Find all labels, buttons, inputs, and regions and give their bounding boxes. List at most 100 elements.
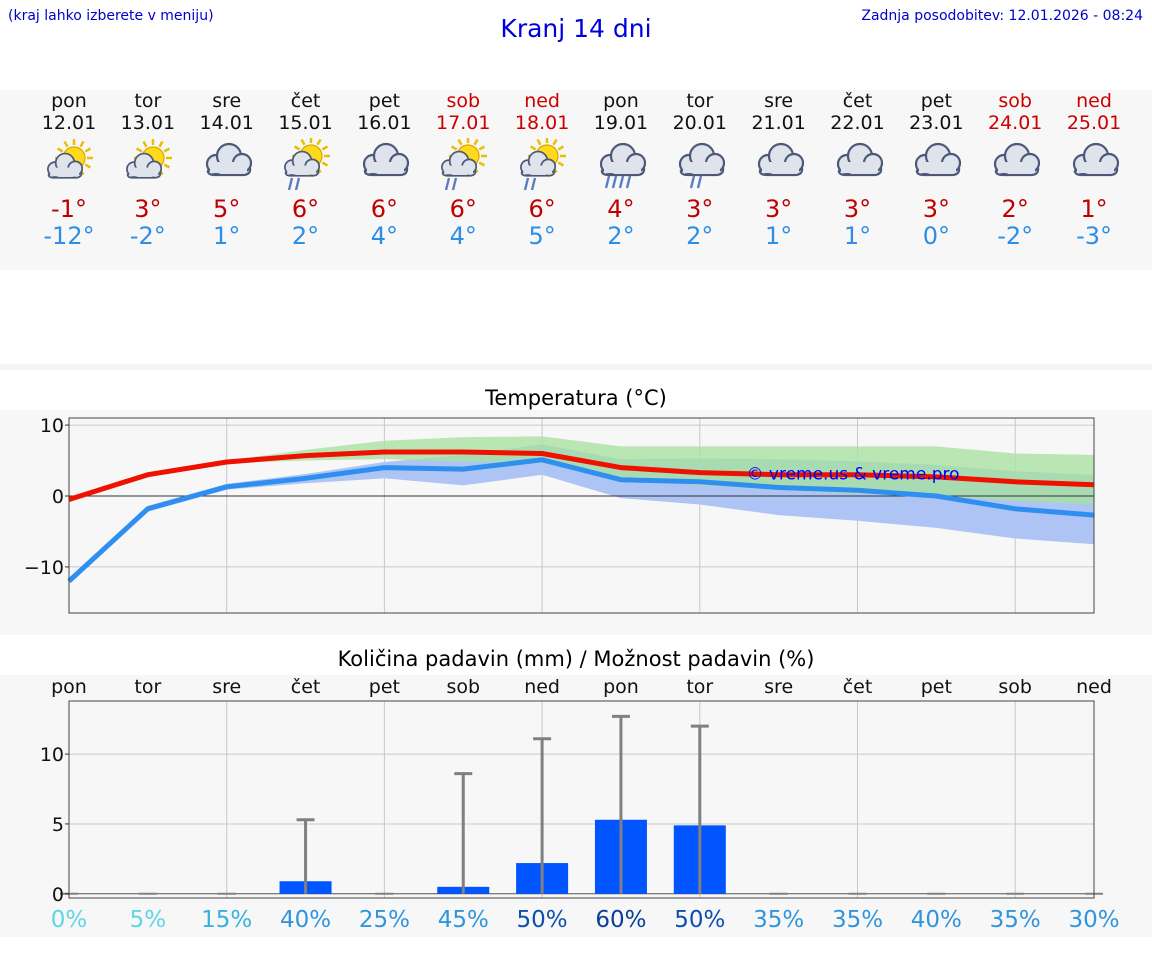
last-update: Zadnja posodobitev: 12.01.2026 - 08:24 (861, 8, 1143, 24)
precip-chance-label: 45% (438, 907, 489, 933)
max-temp: 3° (765, 195, 793, 223)
cloud-icon (1072, 142, 1120, 177)
plot-area (69, 701, 1094, 898)
category-label: pon (603, 676, 639, 698)
cloud-icon (915, 142, 962, 177)
sun-cloud-rain-icon (283, 138, 330, 190)
min-temp: -12° (43, 222, 95, 250)
max-temp: 4° (607, 195, 635, 223)
max-temp: 5° (213, 195, 241, 223)
day-column: sob 17.01 6° 4° (423, 90, 503, 250)
min-temp: 2° (686, 222, 714, 250)
precip-chance-label: 5% (130, 907, 167, 933)
day-date: 14.01 (199, 112, 254, 134)
day-date: 21.01 (751, 112, 806, 134)
location-hint: (kraj lahko izberete v meniju) (8, 8, 214, 24)
day-name: sob (998, 90, 1032, 112)
day-name: čet (290, 90, 321, 112)
category-label: pet (369, 676, 400, 698)
day-column: čet 15.01 6° 2° (266, 90, 346, 250)
max-temp: 6° (449, 195, 477, 223)
precip-chance-label: 40% (911, 907, 962, 933)
day-name: pet (368, 90, 400, 112)
min-temp: 2° (607, 222, 635, 250)
cloud-icon (836, 142, 883, 177)
day-name: sob (446, 90, 481, 112)
day-column: sre 14.01 5° 1° (187, 90, 267, 250)
cloud-heavy-rain-icon (599, 142, 647, 189)
precip-chance-label: 50% (674, 907, 725, 933)
day-name: tor (686, 90, 714, 112)
y-tick-label: −10 (24, 557, 64, 579)
max-temp: 2° (1001, 195, 1029, 223)
sun-cloud-icon (125, 139, 172, 179)
day-column: tor 13.01 3° -2° (108, 90, 188, 250)
min-temp: -2° (997, 222, 1034, 250)
min-temp: 1° (213, 222, 241, 250)
cloud-icon (994, 142, 1041, 177)
day-date: 19.01 (593, 112, 649, 134)
y-tick-label: 10 (40, 744, 64, 766)
day-column: ned 18.01 6° 5° (502, 90, 582, 250)
min-temp: 5° (528, 222, 556, 250)
max-temp: 6° (291, 195, 320, 223)
y-tick-label: 10 (40, 415, 64, 437)
category-label: sob (998, 676, 1032, 698)
max-temp: 3° (843, 195, 872, 223)
category-label: pon (51, 676, 87, 698)
day-date: 22.01 (830, 112, 885, 134)
day-name: čet (842, 90, 873, 112)
max-temp: 6° (370, 195, 399, 223)
day-column: pet 16.01 6° 4° (344, 90, 424, 250)
day-column: pon 19.01 4° 2° (581, 90, 661, 250)
max-temp: 1° (1080, 195, 1108, 223)
day-name: ned (1076, 90, 1112, 112)
sun-cloud-rain-icon (520, 138, 567, 190)
min-temp: 0° (922, 222, 950, 250)
day-name: pet (920, 90, 952, 112)
day-date: 15.01 (278, 112, 333, 134)
day-name: ned (524, 90, 560, 112)
category-label: čet (291, 676, 321, 698)
day-column: čet 22.01 3° 1° (818, 90, 898, 250)
day-date: 23.01 (909, 112, 964, 134)
max-temp: -1° (51, 195, 87, 223)
max-temp: 6° (528, 195, 556, 223)
min-temp: 1° (765, 222, 793, 250)
day-date: 24.01 (987, 112, 1043, 134)
sun-cloud-rain-icon (441, 138, 488, 190)
cloud-icon (363, 142, 410, 177)
precip-chance-label: 25% (359, 907, 410, 933)
precip-chance-label: 15% (201, 907, 252, 933)
day-name: pon (51, 90, 87, 112)
precip-chance-label: 50% (517, 907, 568, 933)
min-temp: 1° (843, 222, 872, 250)
category-label: čet (843, 676, 873, 698)
day-date: 12.01 (41, 112, 97, 134)
day-date: 18.01 (514, 112, 570, 134)
day-column: pon 12.01 -1° -12° (29, 90, 109, 250)
day-column: pet 23.01 3° 0° (896, 90, 976, 250)
divider (0, 364, 1152, 370)
min-temp: -2° (129, 222, 166, 250)
category-label: tor (686, 676, 713, 698)
day-date: 17.01 (436, 112, 491, 134)
precip-chance-label: 30% (1068, 907, 1119, 933)
category-label: sre (212, 676, 241, 698)
day-column: tor 20.01 3° 2° (660, 90, 740, 250)
category-label: sre (764, 676, 793, 698)
precip-chance-label: 0% (51, 907, 88, 933)
cloud-rain-icon (678, 142, 725, 189)
day-column: sob 24.01 2° -2° (975, 90, 1055, 250)
day-column: ned 25.01 1° -3° (1054, 90, 1134, 250)
max-temp: 3° (922, 195, 950, 223)
day-date: 16.01 (357, 112, 412, 134)
day-name: tor (134, 90, 162, 112)
precip-chance-label: 35% (990, 907, 1041, 933)
category-label: tor (134, 676, 161, 698)
sun-cloud-icon (47, 139, 93, 179)
max-temp: 3° (134, 195, 162, 223)
temperature-chart: 10 0 −10 © vreme.us & vreme.pro (24, 415, 1095, 614)
forecast-band (0, 90, 1152, 270)
precipitation-chart: pon tor sre čet pet sob ned pon tor sre čet pet sob n… (40, 676, 1120, 933)
